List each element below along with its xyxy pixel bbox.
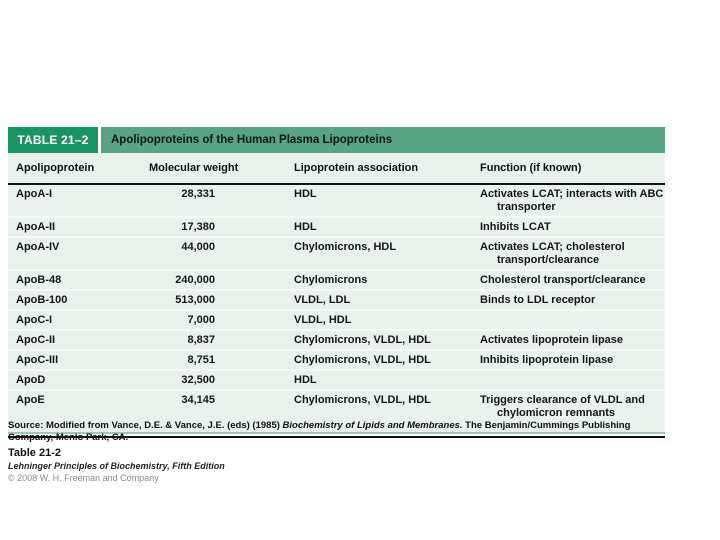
source-text-before: Modified from Vance, D.E. & Vance, J.E. … [43,420,283,431]
column-header-function: Function (if known) [480,162,582,174]
cell-apolipoprotein: ApoB-100 [16,293,68,306]
table-row: ApoA-II 17,380 HDL Inhibits LCAT [8,218,665,238]
cell-apolipoprotein: ApoA-I [16,187,53,200]
table-bottom-rule [8,436,665,438]
cell-molecular-weight: 8,751 [187,353,215,366]
cell-function: Binds to LDL receptor [480,293,596,306]
cell-lipoprotein-association: Chylomicrons, VLDL, HDL [294,353,431,366]
table-number-label: TABLE 21–2 [8,127,98,153]
cell-function [480,314,665,327]
cell-apolipoprotein: ApoC-III [16,353,59,366]
cell-function: Cholesterol transport/clearance [480,273,646,286]
table-row: ApoC-I 7,000 VLDL, HDL [8,311,665,331]
cell-function: Activates lipoprotein lipase [480,333,624,346]
table-row: ApoB-100 513,000 VLDL, LDL Binds to LDL … [8,291,665,311]
cell-lipoprotein-association: HDL [294,373,317,386]
cell-apolipoprotein: ApoA-II [16,220,56,233]
table-title: Apolipoproteins of the Human Plasma Lipo… [101,127,665,153]
figure-caption: Table 21-2 Lehninger Principles of Bioch… [8,447,225,484]
source-book-title: Biochemistry of Lipids and Membranes. [282,420,463,431]
cell-lipoprotein-association: Chylomicrons, VLDL, HDL [294,333,431,346]
cell-molecular-weight: 17,380 [181,220,215,233]
cell-molecular-weight: 240,000 [175,273,215,286]
cell-lipoprotein-association: Chylomicrons, HDL [294,240,397,253]
table-row: ApoA-IV 44,000 Chylomicrons, HDL Activat… [8,238,665,271]
cell-function: Activates LCAT; cholesterol transport/cl… [480,240,625,266]
table-row: ApoE 34,145 Chylomicrons, VLDL, HDL Trig… [8,391,665,422]
cell-lipoprotein-association: Chylomicrons [294,273,368,286]
cell-apolipoprotein: ApoA-IV [16,240,60,253]
cell-apolipoprotein: ApoD [16,373,46,386]
cell-lipoprotein-association: VLDL, HDL [294,313,352,326]
table-header-row: Apolipoprotein Molecular weight Lipoprot… [8,153,665,185]
cell-molecular-weight: 513,000 [175,293,215,306]
table-row: ApoA-I 28,331 HDL Activates LCAT; intera… [8,185,665,218]
source-label: Source: [8,420,44,431]
cell-lipoprotein-association: HDL [294,220,317,233]
cell-apolipoprotein: ApoE [16,393,45,406]
cell-function: Triggers clearance of VLDL and chylomicr… [480,393,645,419]
caption-copyright: © 2008 W. H. Freeman and Company [8,473,159,483]
cell-lipoprotein-association: VLDL, LDL [294,293,351,306]
title-band-divider [98,127,101,153]
table-row: ApoD 32,500 HDL [8,371,665,391]
table-row: ApoC-II 8,837 Chylomicrons, VLDL, HDL Ac… [8,331,665,351]
source-text-after: The Benjamin/Cummings Publishing Company… [8,420,631,443]
cell-molecular-weight: 7,000 [187,313,215,326]
cell-apolipoprotein: ApoC-II [16,333,56,346]
cell-molecular-weight: 44,000 [181,240,215,253]
cell-molecular-weight: 28,331 [181,187,215,200]
column-header-molecular-weight: Molecular weight [149,162,239,174]
column-header-lipoprotein-association: Lipoprotein association [294,162,419,174]
table-row: ApoB-48 240,000 Chylomicrons Cholesterol… [8,271,665,291]
cell-molecular-weight: 32,500 [181,373,215,386]
caption-table-number: Table 21-2 [8,447,61,459]
cell-function: Activates LCAT; interacts with ABC trans… [480,187,664,213]
column-header-apolipoprotein: Apolipoprotein [16,162,95,174]
cell-lipoprotein-association: HDL [294,187,317,200]
apolipoprotein-table-figure: TABLE 21–2 Apolipoproteins of the Human … [8,127,665,438]
table-rows: ApoA-I 28,331 HDL Activates LCAT; intera… [8,185,665,422]
cell-lipoprotein-association: Chylomicrons, VLDL, HDL [294,393,431,406]
cell-function: Inhibits lipoprotein lipase [480,353,614,366]
caption-book-edition: Lehninger Principles of Biochemistry, Fi… [8,461,225,471]
cell-function [480,374,665,387]
table-row: ApoC-III 8,751 Chylomicrons, VLDL, HDL I… [8,351,665,371]
cell-molecular-weight: 8,837 [187,333,215,346]
cell-apolipoprotein: ApoB-48 [16,273,62,286]
table-title-band: TABLE 21–2 Apolipoproteins of the Human … [8,127,665,153]
cell-molecular-weight: 34,145 [181,393,215,406]
table-body: Apolipoprotein Molecular weight Lipoprot… [8,153,665,434]
source-note: Source: Modified from Vance, D.E. & Vanc… [8,420,665,443]
cell-function: Inhibits LCAT [480,220,551,233]
cell-apolipoprotein: ApoC-I [16,313,53,326]
